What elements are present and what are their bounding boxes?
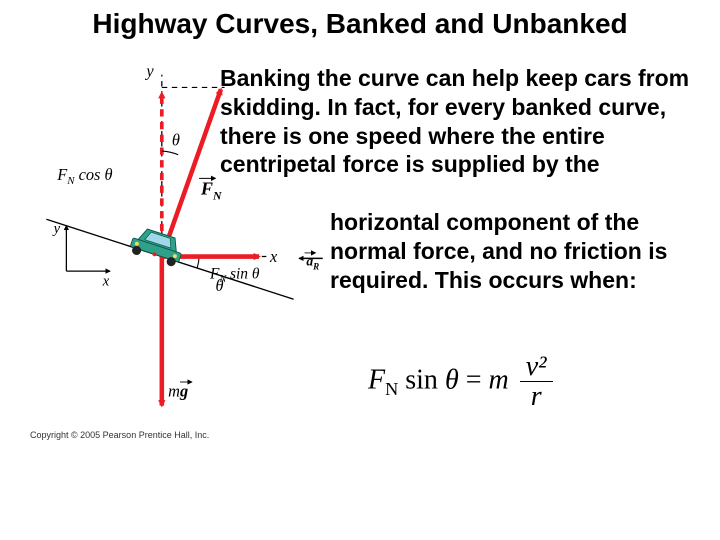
formula-F: F <box>368 364 385 395</box>
mini-axis-y-label: y <box>52 221 61 237</box>
slide: Highway Curves, Banked and Unbanked Bank… <box>0 0 720 540</box>
formula-F-sub: N <box>385 379 398 399</box>
label-mg: mg <box>168 382 188 401</box>
vector-fn <box>162 89 221 256</box>
label-fn-cos: FN cos θ <box>56 165 112 187</box>
formula-sin: sin <box>398 364 445 395</box>
label-aR: aR <box>306 254 319 272</box>
body-text-part-2: horizontal component of the normal force… <box>330 208 690 294</box>
label-fn: FN <box>200 179 222 203</box>
formula-theta: θ <box>445 364 459 395</box>
formula: FN sin θ = m v² r <box>368 352 557 412</box>
formula-frac-den: r <box>520 382 553 411</box>
formula-frac-num: v² <box>520 352 553 382</box>
formula-eq: = <box>459 364 489 395</box>
slide-title: Highway Curves, Banked and Unbanked <box>0 8 720 40</box>
physics-diagram: θ y x FN cos θ FN θ FN sin θ <box>30 42 330 442</box>
x-axis-label: x <box>269 247 278 266</box>
formula-m: m <box>489 364 509 395</box>
top-theta-arc <box>162 151 178 155</box>
mini-axis-x-label: x <box>102 274 110 290</box>
copyright-text: Copyright © 2005 Pearson Prentice Hall, … <box>30 430 209 440</box>
car-icon <box>128 226 185 269</box>
formula-fraction: v² r <box>520 352 553 412</box>
y-axis-label: y <box>144 62 154 81</box>
label-fn-sin: FN sin θ <box>209 265 260 285</box>
top-theta-label: θ <box>172 131 180 150</box>
